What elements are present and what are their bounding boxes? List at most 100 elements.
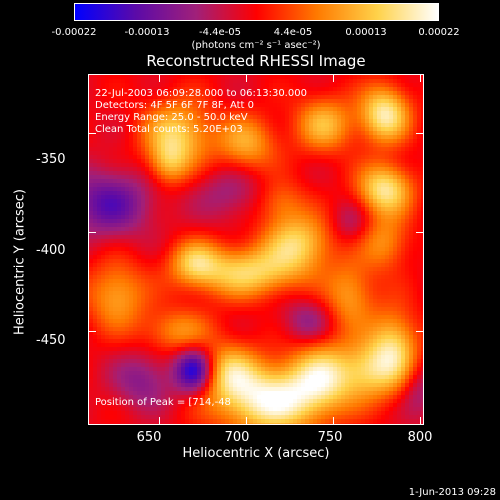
heatmap-cell bbox=[301, 191, 305, 195]
heatmap-cell bbox=[389, 103, 393, 107]
heatmap-cell bbox=[125, 175, 129, 179]
heatmap-cell bbox=[221, 287, 225, 291]
heatmap-cell bbox=[253, 147, 257, 151]
heatmap-cell bbox=[189, 215, 193, 219]
heatmap-cell bbox=[221, 83, 225, 87]
heatmap-cell bbox=[113, 79, 117, 83]
heatmap-cell bbox=[285, 91, 289, 95]
heatmap-cell bbox=[253, 159, 257, 163]
heatmap-cell bbox=[393, 199, 397, 203]
heatmap-cell bbox=[209, 111, 213, 115]
heatmap-cell bbox=[393, 167, 397, 171]
heatmap-cell bbox=[369, 127, 373, 131]
heatmap-cell bbox=[401, 267, 405, 271]
heatmap-cell bbox=[305, 215, 309, 219]
heatmap-cell bbox=[261, 239, 265, 243]
heatmap-cell bbox=[309, 187, 313, 191]
heatmap-cell bbox=[373, 107, 377, 111]
heatmap-cell bbox=[121, 119, 125, 123]
heatmap-cell bbox=[393, 263, 397, 267]
heatmap-cell bbox=[413, 279, 417, 283]
heatmap-cell bbox=[117, 251, 121, 255]
heatmap-cell bbox=[213, 247, 217, 251]
heatmap-cell bbox=[237, 175, 241, 179]
heatmap-cell bbox=[181, 119, 185, 123]
heatmap-cell bbox=[289, 199, 293, 203]
heatmap-cell bbox=[237, 139, 241, 143]
heatmap-cell bbox=[241, 147, 245, 151]
heatmap-cell bbox=[289, 87, 293, 91]
heatmap-cell bbox=[101, 199, 105, 203]
heatmap-cell bbox=[389, 227, 393, 231]
heatmap-cell bbox=[245, 139, 249, 143]
heatmap-cell bbox=[353, 215, 357, 219]
heatmap-cell bbox=[237, 179, 241, 183]
heatmap-cell bbox=[317, 231, 321, 235]
heatmap-cell bbox=[281, 115, 285, 119]
heatmap-cell bbox=[153, 227, 157, 231]
heatmap-cell bbox=[345, 239, 349, 243]
heatmap-cell bbox=[161, 187, 165, 191]
heatmap-cell bbox=[301, 139, 305, 143]
heatmap-cell bbox=[157, 211, 161, 215]
heatmap-cell bbox=[301, 123, 305, 127]
heatmap-cell bbox=[357, 263, 361, 267]
heatmap-cell bbox=[161, 227, 165, 231]
heatmap-cell bbox=[377, 287, 381, 291]
heatmap-cell bbox=[277, 211, 281, 215]
heatmap-cell bbox=[141, 239, 145, 243]
heatmap-cell bbox=[233, 155, 237, 159]
heatmap-cell bbox=[113, 103, 117, 107]
heatmap-cell bbox=[365, 287, 369, 291]
heatmap-cell bbox=[409, 215, 413, 219]
heatmap-cell bbox=[165, 239, 169, 243]
heatmap-cell bbox=[241, 119, 245, 123]
heatmap-cell bbox=[285, 191, 289, 195]
heatmap-cell bbox=[421, 239, 423, 243]
heatmap-cell bbox=[273, 183, 277, 187]
heatmap-cell bbox=[197, 187, 201, 191]
heatmap-cell bbox=[169, 311, 173, 315]
heatmap-cell bbox=[349, 115, 353, 119]
heatmap-cell bbox=[101, 175, 105, 179]
heatmap-cell bbox=[353, 171, 357, 175]
heatmap-cell bbox=[409, 151, 413, 155]
heatmap-cell bbox=[89, 295, 93, 299]
heatmap-cell bbox=[369, 195, 373, 199]
heatmap-cell bbox=[105, 139, 109, 143]
heatmap-cell bbox=[181, 167, 185, 171]
heatmap-cell bbox=[349, 79, 353, 83]
heatmap-cell bbox=[233, 299, 237, 303]
heatmap-cell bbox=[197, 231, 201, 235]
heatmap-cell bbox=[133, 291, 137, 295]
heatmap-cell bbox=[153, 207, 157, 211]
heatmap-cell bbox=[357, 235, 361, 239]
heatmap-cell bbox=[229, 203, 233, 207]
heatmap-cell bbox=[389, 271, 393, 275]
heatmap-cell bbox=[381, 283, 385, 287]
heatmap-cell bbox=[169, 271, 173, 275]
heatmap-cell bbox=[133, 295, 137, 299]
heatmap-cell bbox=[365, 151, 369, 155]
heatmap-cell bbox=[257, 307, 261, 311]
heatmap-cell bbox=[185, 151, 189, 155]
heatmap-cell bbox=[269, 283, 273, 287]
heatmap-cell bbox=[341, 287, 345, 291]
heatmap-cell bbox=[105, 311, 109, 315]
heatmap-cell bbox=[273, 135, 277, 139]
heatmap-cell bbox=[149, 83, 153, 87]
heatmap-cell bbox=[137, 255, 141, 259]
heatmap-cell bbox=[341, 255, 345, 259]
heatmap-cell bbox=[205, 215, 209, 219]
heatmap-cell bbox=[105, 231, 109, 235]
heatmap-cell bbox=[181, 199, 185, 203]
heatmap-cell bbox=[393, 187, 397, 191]
heatmap-cell bbox=[349, 163, 353, 167]
heatmap-cell bbox=[137, 155, 141, 159]
heatmap-cell bbox=[321, 111, 325, 115]
heatmap-cell bbox=[101, 155, 105, 159]
heatmap-cell bbox=[321, 291, 325, 295]
heatmap-cell bbox=[157, 243, 161, 247]
heatmap-cell bbox=[301, 295, 305, 299]
heatmap-cell bbox=[417, 87, 421, 91]
